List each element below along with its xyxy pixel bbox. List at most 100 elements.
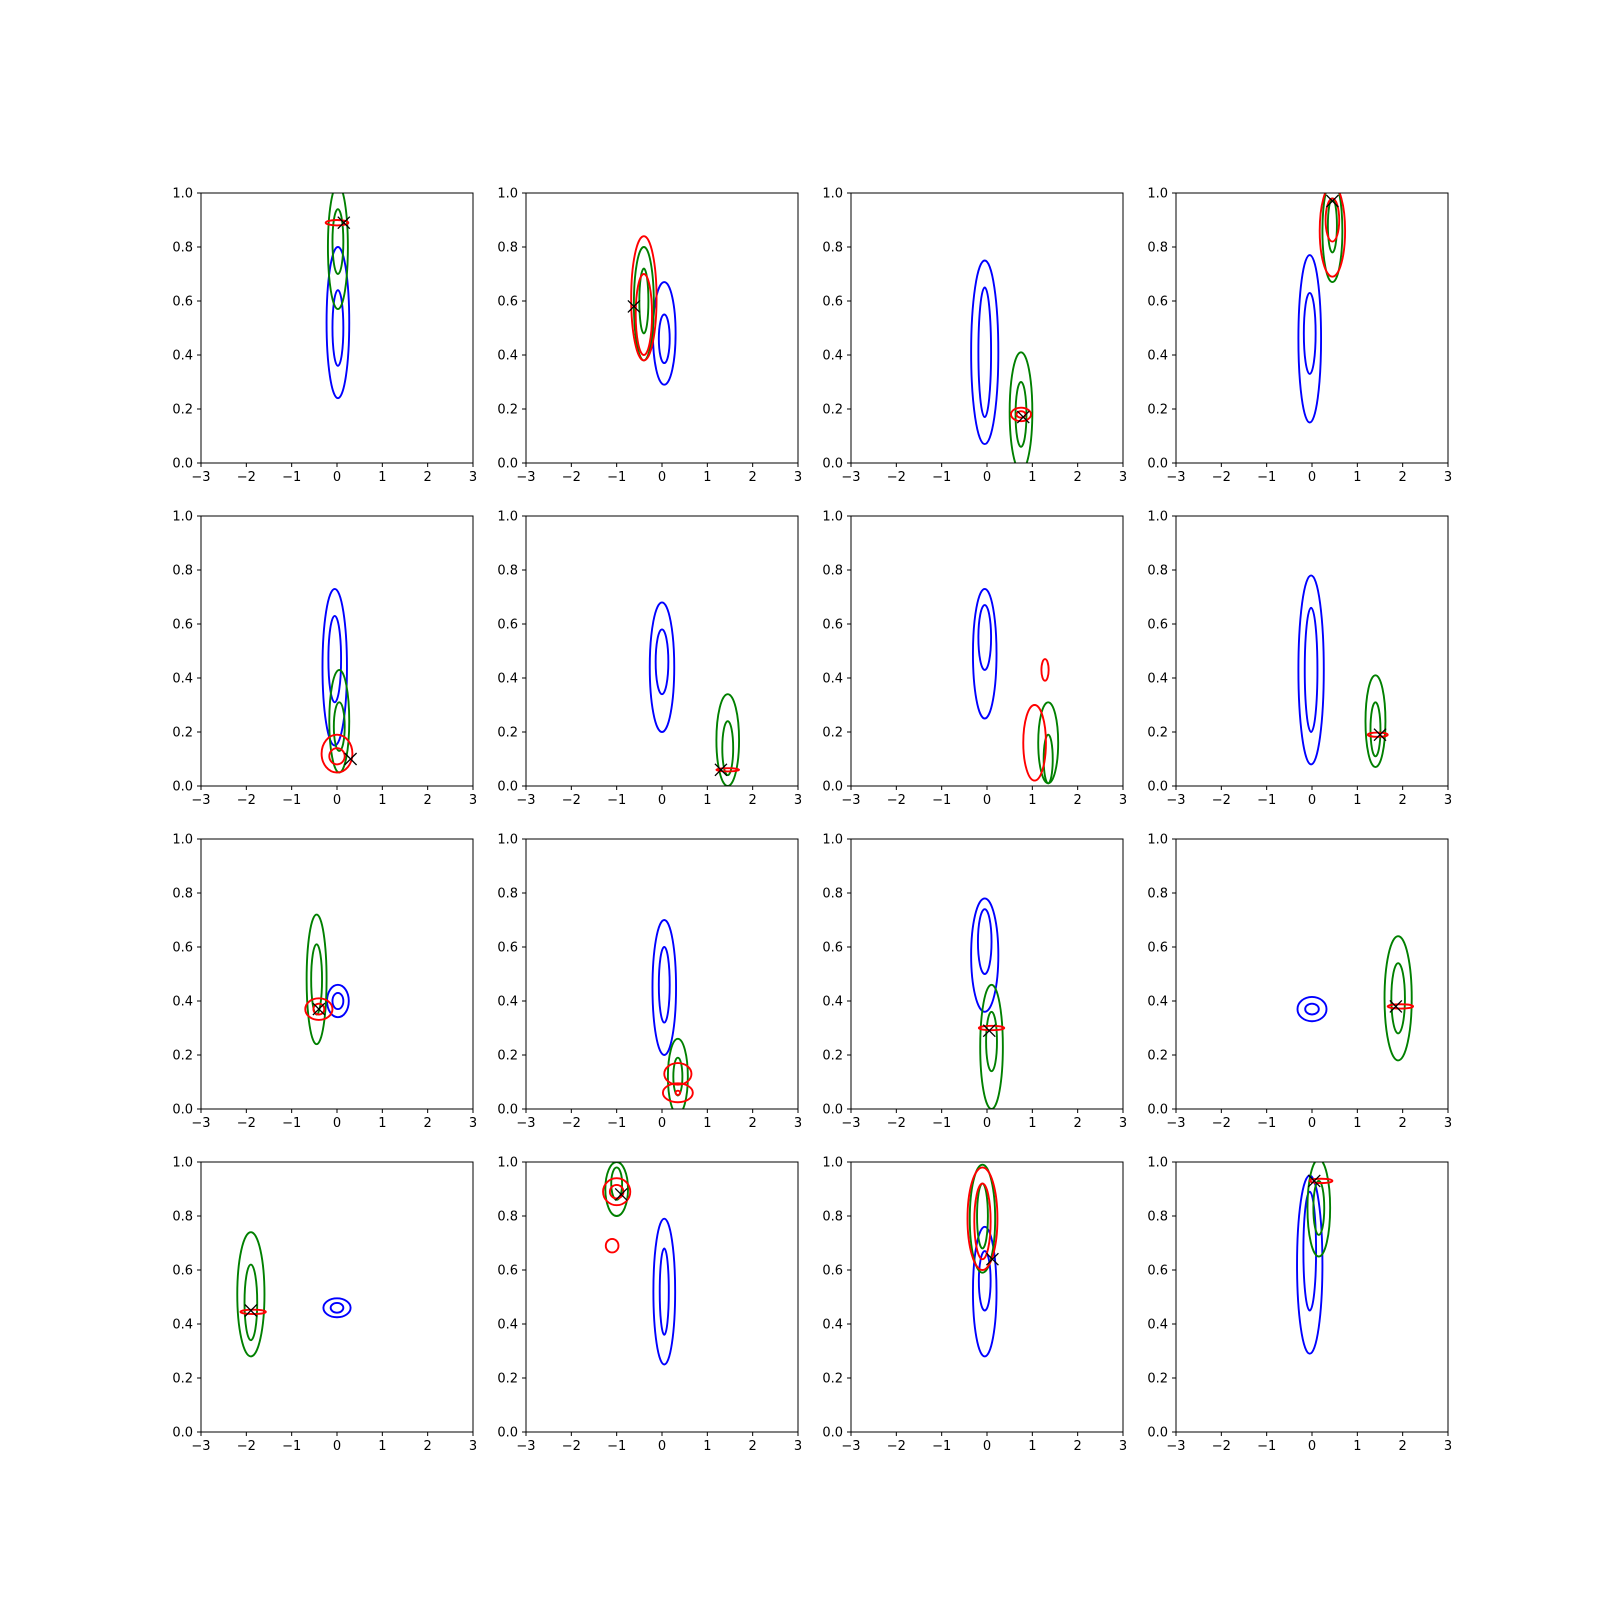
- x-tick-label: 2: [749, 470, 757, 485]
- x-tick-label: −2: [1212, 1439, 1231, 1454]
- x-tick-label: −3: [1166, 1439, 1185, 1454]
- plot-area: [648, 601, 741, 786]
- x-tick-label: 0: [658, 1116, 666, 1131]
- blue-contour: [971, 1225, 998, 1358]
- x-marker-stroke: [627, 299, 641, 313]
- blue-contour: [652, 1217, 677, 1366]
- x-tick-label: −3: [841, 793, 860, 808]
- x-tick-label: 3: [794, 470, 802, 485]
- red-contour: [1022, 704, 1047, 782]
- x-tick-label: −1: [932, 1439, 951, 1454]
- plot-area: [1296, 1162, 1334, 1355]
- x-tick-label: −1: [1257, 1116, 1276, 1131]
- x-tick-label: 0: [983, 1116, 991, 1131]
- x-tick-label: 3: [794, 1116, 802, 1131]
- y-tick-label: 0.2: [172, 403, 193, 418]
- subplot-12: −3 −2 −1 0 1 2 3 0.0 0.2 0.4 0.6 0.8 1.0: [1147, 833, 1452, 1132]
- x-tick-label: 1: [378, 1116, 386, 1131]
- y-tick-label: 0.0: [1147, 780, 1168, 795]
- x-marker: [244, 1304, 258, 1317]
- x-tick-label: 2: [1074, 1116, 1082, 1131]
- y-tick-label: 0.6: [497, 618, 518, 633]
- x-tick-label: 0: [983, 1439, 991, 1454]
- x-tick-label: 0: [333, 470, 341, 485]
- blue-contour: [321, 587, 348, 747]
- blue-contour: [1304, 1002, 1320, 1016]
- subplot-16: −3 −2 −1 0 1 2 3 0.0 0.2 0.4 0.6 0.8 1.0: [1147, 1156, 1452, 1455]
- red-contour: [304, 997, 334, 1021]
- x-tick-label: 0: [983, 793, 991, 808]
- x-tick-label: −2: [562, 1116, 581, 1131]
- y-tick-label: 1.0: [1147, 833, 1168, 848]
- x-tick-label: 2: [1399, 470, 1407, 485]
- x-marker-stroke: [337, 216, 351, 230]
- green-contour: [1390, 962, 1406, 1035]
- axes-frame: [1175, 1161, 1449, 1433]
- y-tick-label: 0.0: [1147, 457, 1168, 472]
- x-tick-label: 2: [1074, 470, 1082, 485]
- red-contour: [1010, 406, 1032, 423]
- blue-contour: [657, 313, 671, 365]
- x-tick-label: 0: [333, 1116, 341, 1131]
- plot-area: [1297, 574, 1389, 769]
- plot-area: [324, 193, 351, 400]
- y-tick-label: 0.0: [822, 1103, 843, 1118]
- green-contour: [985, 1010, 998, 1073]
- blue-contour: [1303, 606, 1319, 733]
- x-tick-label: 3: [1119, 793, 1127, 808]
- x-tick-label: −3: [516, 793, 535, 808]
- y-tick-label: 0.0: [172, 780, 193, 795]
- subplot-13: −3 −2 −1 0 1 2 3 0.0 0.2 0.4 0.6 0.8 1.0: [172, 1156, 477, 1455]
- x-tick-label: 3: [794, 793, 802, 808]
- blue-contour: [970, 259, 1000, 446]
- x-tick-label: −1: [932, 470, 951, 485]
- blue-contour: [651, 919, 678, 1056]
- green-contour: [1383, 935, 1413, 1062]
- x-tick-label: −1: [607, 1116, 626, 1131]
- y-tick-label: 0.4: [172, 1318, 193, 1333]
- x-marker: [982, 1024, 996, 1038]
- red-contour: [324, 219, 350, 227]
- x-tick-label: −1: [282, 470, 301, 485]
- subplot-1: −3 −2 −1 0 1 2 3 0.0 0.2 0.4 0.6 0.8 1.0: [172, 187, 477, 486]
- blue-contour: [977, 286, 993, 419]
- x-marker-stroke: [1016, 410, 1030, 424]
- y-tick-label: 0.2: [822, 726, 843, 741]
- x-tick-label: −2: [562, 470, 581, 485]
- y-tick-label: 0.2: [497, 726, 518, 741]
- x-marker-stroke: [1307, 1174, 1321, 1188]
- blue-contour: [977, 1250, 992, 1312]
- plot-area: [304, 913, 350, 1046]
- green-contour: [604, 1162, 629, 1217]
- y-tick-label: 0.4: [822, 672, 843, 687]
- x-tick-label: −2: [1212, 470, 1231, 485]
- x-tick-label: 1: [1353, 470, 1361, 485]
- x-tick-label: 3: [469, 793, 477, 808]
- y-tick-label: 0.4: [497, 995, 518, 1010]
- x-tick-label: 0: [983, 470, 991, 485]
- x-tick-label: 3: [794, 1439, 802, 1454]
- y-tick-label: 1.0: [1147, 1156, 1168, 1171]
- y-tick-label: 0.8: [497, 887, 518, 902]
- y-tick-label: 0.6: [822, 295, 843, 310]
- x-tick-label: 0: [1308, 1116, 1316, 1131]
- x-marker: [614, 1187, 628, 1201]
- x-tick-label: 0: [333, 1439, 341, 1454]
- x-tick-label: −3: [191, 1439, 210, 1454]
- x-tick-label: −2: [1212, 1116, 1231, 1131]
- plot-area: [1296, 935, 1415, 1062]
- plot-area: [970, 259, 1034, 463]
- y-tick-label: 0.6: [172, 295, 193, 310]
- subplot-3: −3 −2 −1 0 1 2 3 0.0 0.2 0.4 0.6 0.8 1.0: [822, 187, 1127, 486]
- x-tick-label: 2: [424, 1116, 432, 1131]
- x-tick-label: 1: [378, 470, 386, 485]
- y-tick-label: 1.0: [822, 1156, 843, 1171]
- red-contour: [602, 1177, 632, 1207]
- x-tick-label: 2: [424, 793, 432, 808]
- subplot-14: −3 −2 −1 0 1 2 3 0.0 0.2 0.4 0.6 0.8 1.0: [497, 1156, 802, 1455]
- y-tick-label: 1.0: [497, 510, 518, 525]
- x-tick-label: 0: [333, 793, 341, 808]
- x-tick-label: 3: [1119, 1439, 1127, 1454]
- subplot-5: −3 −2 −1 0 1 2 3 0.0 0.2 0.4 0.6 0.8 1.0: [172, 510, 477, 809]
